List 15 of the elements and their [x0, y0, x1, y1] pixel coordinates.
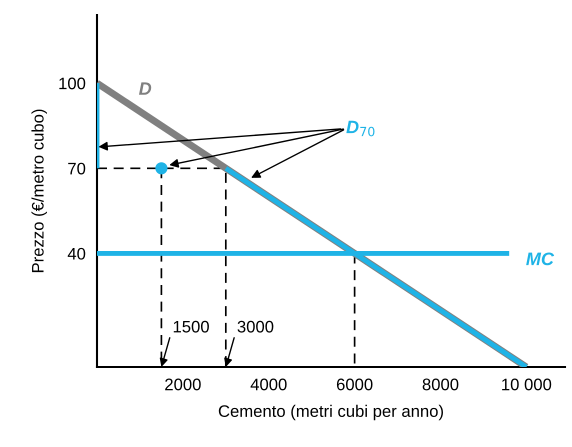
x-tick-label: 6000 — [336, 378, 373, 390]
y-tick-label: 100 — [59, 78, 86, 90]
x-axis-title: Cemento (metri cubi per anno) — [218, 404, 443, 420]
series-label: MC — [526, 252, 554, 266]
series-label: D — [138, 82, 152, 95]
text: D$_{70}$ — [346, 120, 374, 136]
x-tick-label: 10 000 — [502, 378, 552, 390]
x-tick-label: 4000 — [250, 378, 287, 390]
x-tick-label: 2000 — [165, 378, 201, 390]
y-tick-label: 40 — [68, 248, 86, 260]
annotation: 1500 — [174, 320, 209, 333]
annotation: 3000 — [238, 320, 274, 333]
y-axis-title: Prezzo (€/metro cubo) — [31, 110, 47, 272]
y-tick-label: 70 — [68, 162, 86, 174]
x-tick-label: 8000 — [422, 378, 458, 390]
